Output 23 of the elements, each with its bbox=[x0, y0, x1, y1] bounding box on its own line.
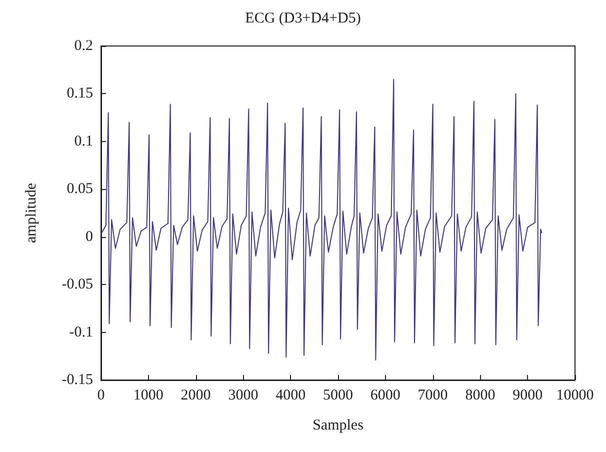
x-tick-label: 9000 bbox=[512, 388, 543, 404]
x-tick-label: 8000 bbox=[465, 388, 496, 404]
x-tick-label: 5000 bbox=[323, 388, 353, 404]
x-tick-label: 4000 bbox=[276, 388, 306, 404]
x-tick-label: 7000 bbox=[418, 388, 448, 404]
y-tick-label: -0.05 bbox=[62, 276, 93, 293]
y-tick-label: -0.15 bbox=[62, 372, 93, 388]
x-tick-label: 1000 bbox=[133, 388, 164, 404]
chart-title: ECG (D3+D4+D5) bbox=[245, 10, 361, 26]
x-tick-label: 2000 bbox=[180, 388, 211, 404]
line-series bbox=[100, 78, 542, 360]
y-tick-label: 0 bbox=[86, 228, 93, 245]
x-tick-label: 6000 bbox=[370, 388, 400, 404]
x-tick-label: 3000 bbox=[228, 388, 258, 404]
y-tick-label: -0.1 bbox=[69, 324, 93, 340]
y-tick-label: 0.15 bbox=[66, 86, 93, 102]
y-axis-title: amplitude bbox=[24, 182, 40, 243]
y-tick-label: 0.05 bbox=[66, 181, 93, 198]
y-tick-label: 0.2 bbox=[74, 38, 93, 54]
x-tick-label: 10000 bbox=[556, 388, 594, 404]
y-tick-label: 0.1 bbox=[74, 133, 93, 150]
x-tick-label: 0 bbox=[97, 388, 105, 404]
x-axis-title: Samples bbox=[312, 418, 364, 434]
